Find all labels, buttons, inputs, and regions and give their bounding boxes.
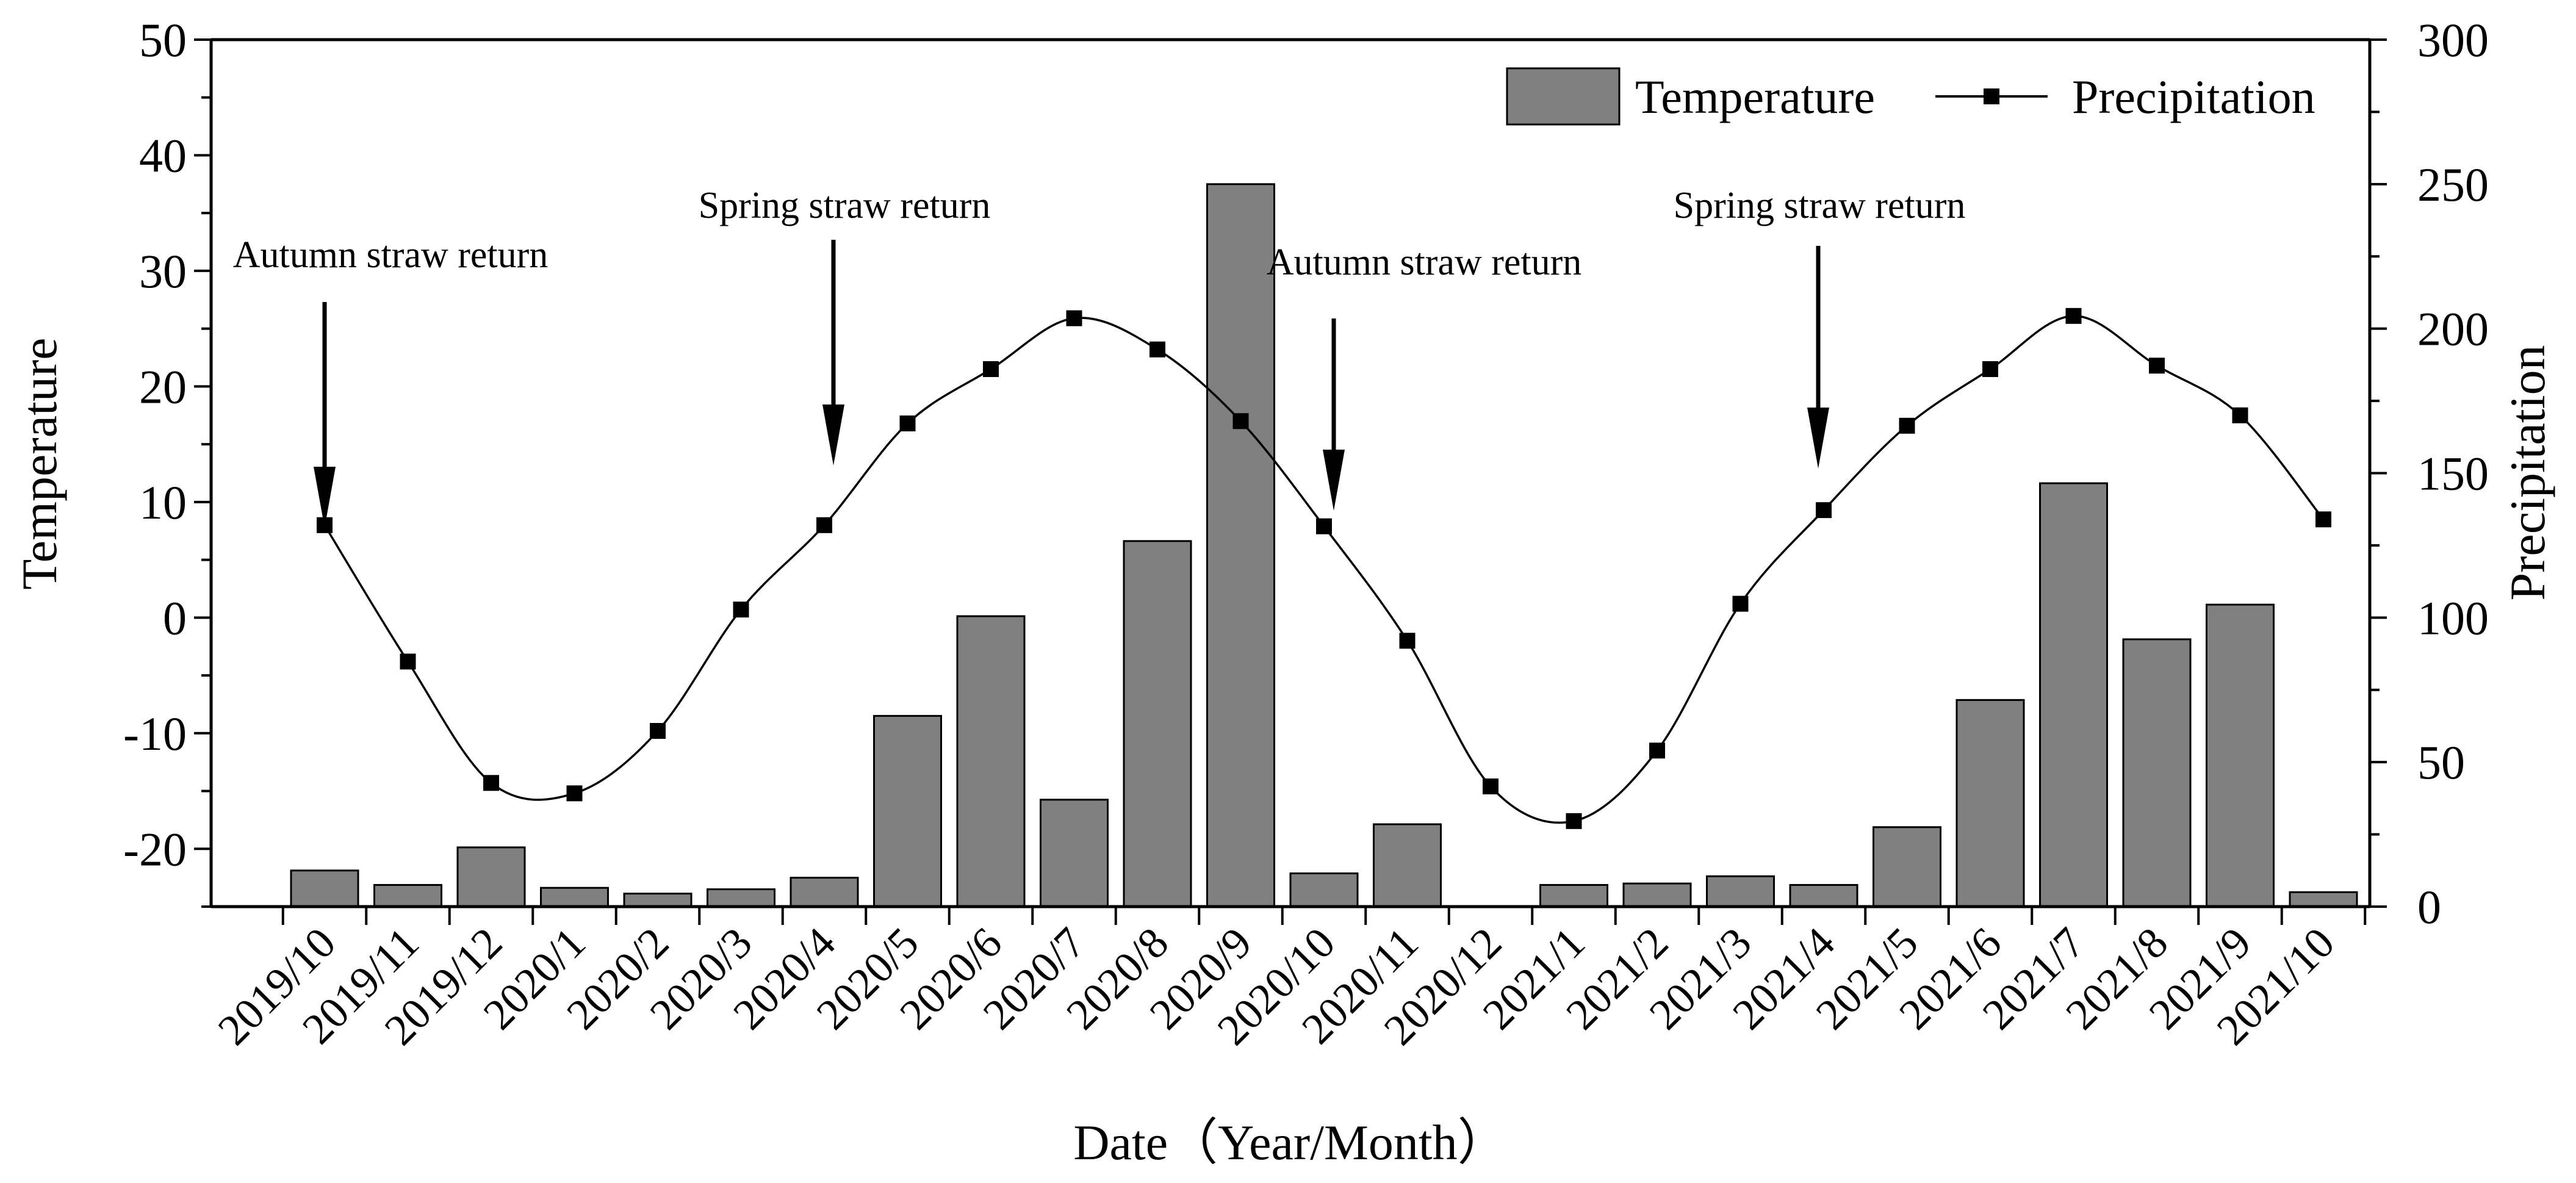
annotations: Autumn straw return Spring straw return Au… — [233, 185, 1966, 528]
temperature-bar — [456, 846, 526, 908]
precipitation-marker — [1816, 502, 1832, 519]
temperature-bar — [290, 869, 359, 908]
annotation-arrow-head — [314, 467, 336, 528]
temperature-bar — [2206, 603, 2275, 908]
precipitation-marker — [2149, 358, 2165, 374]
annotation-arrow-head — [1323, 450, 1345, 511]
temperature-bar — [1539, 883, 1608, 908]
legend: Temperature Precipitation — [1506, 67, 2315, 126]
precipitation-marker — [650, 723, 666, 739]
temperature-bar — [2289, 891, 2358, 908]
temperature-bar — [1289, 872, 1359, 908]
annotation-label: Spring straw return — [1674, 185, 1966, 226]
right-axis-title: Precipitation — [2500, 345, 2555, 600]
precipitation-marker — [1899, 417, 1915, 434]
temperature-bar — [873, 714, 942, 908]
precipitation-marker — [1649, 743, 1665, 759]
precipitation-marker — [2065, 307, 2082, 324]
precipitation-marker — [899, 415, 916, 432]
precipitation-marker — [1566, 813, 1582, 829]
left-tick-label: 40 — [139, 129, 187, 182]
precipitation-line — [317, 307, 2331, 829]
temperature-bar — [540, 886, 609, 908]
precipitation-marker — [1732, 595, 1749, 612]
temperature-bar — [1955, 699, 2025, 908]
left-tick-label: -10 — [123, 707, 187, 760]
right-tick-label: 50 — [2417, 736, 2465, 789]
precipitation-marker — [816, 517, 832, 533]
legend-precipitation-marker — [1984, 88, 1999, 104]
precipitation-marker — [733, 602, 749, 618]
right-tick-label: 200 — [2417, 303, 2489, 356]
temperature-bar — [1123, 540, 1192, 908]
temperature-bar — [1040, 799, 1109, 908]
temperature-bar — [956, 615, 1026, 908]
precipitation-marker — [1149, 341, 1165, 358]
right-tick-label: 100 — [2417, 591, 2489, 644]
temperature-bar — [1206, 183, 1275, 908]
right-tick-label: 300 — [2417, 13, 2489, 67]
temperature-bar — [1789, 883, 1858, 908]
temperature-bar — [707, 888, 775, 908]
left-tick-label: 0 — [163, 591, 187, 644]
annotation-arrow-head — [822, 405, 844, 466]
precipitation-marker — [983, 361, 999, 377]
left-tick-label: 20 — [139, 360, 187, 413]
axis-titles: Date（Year/Month） Temperature Precipitation — [12, 337, 2555, 1170]
annotation-label: Autumn straw return — [1267, 242, 1582, 283]
precipitation-marker — [2315, 511, 2331, 528]
precipitation-marker — [1066, 310, 1082, 326]
temperature-bar — [2039, 482, 2108, 908]
temperature-bars — [290, 183, 2358, 908]
left-tick-label: -20 — [123, 822, 187, 876]
precipitation-marker — [1232, 413, 1249, 430]
annotation-label: Autumn straw return — [233, 234, 549, 276]
temperature-bar — [1622, 882, 1692, 908]
legend-precipitation-label: Precipitation — [2072, 70, 2315, 123]
left-axis-title: Temperature — [12, 337, 67, 589]
precipitation-marker — [483, 775, 499, 791]
precipitation-marker — [1399, 633, 1416, 649]
legend-temperature-label: Temperature — [1635, 70, 1875, 123]
precipitation-marker — [1982, 361, 1998, 377]
annotation-arrow-head — [1807, 408, 1829, 469]
precipitation-marker — [400, 653, 416, 670]
right-tick-label: 150 — [2417, 447, 2489, 500]
left-tick-label: 50 — [139, 13, 187, 67]
precipitation-marker — [1316, 518, 1332, 534]
x-axis-title: Date（Year/Month） — [1073, 1115, 1507, 1170]
temperature-bar — [790, 877, 859, 908]
temperature-bar — [623, 893, 693, 908]
temperature-bar — [2122, 638, 2192, 908]
left-tick-label: 30 — [139, 245, 187, 298]
temperature-bar — [1706, 875, 1775, 908]
right-tick-label: 250 — [2417, 158, 2489, 211]
right-tick-label: 0 — [2417, 880, 2441, 933]
temperature-bar — [373, 883, 442, 908]
left-tick-label: 10 — [139, 476, 187, 529]
legend-temperature-swatch — [1506, 67, 1621, 126]
precipitation-marker — [2232, 407, 2248, 423]
temperature-bar — [1873, 826, 1941, 908]
temperature-bar — [1373, 823, 1442, 908]
precipitation-marker — [566, 785, 583, 802]
precipitation-marker — [1483, 778, 1498, 794]
annotation-label: Spring straw return — [699, 185, 991, 226]
